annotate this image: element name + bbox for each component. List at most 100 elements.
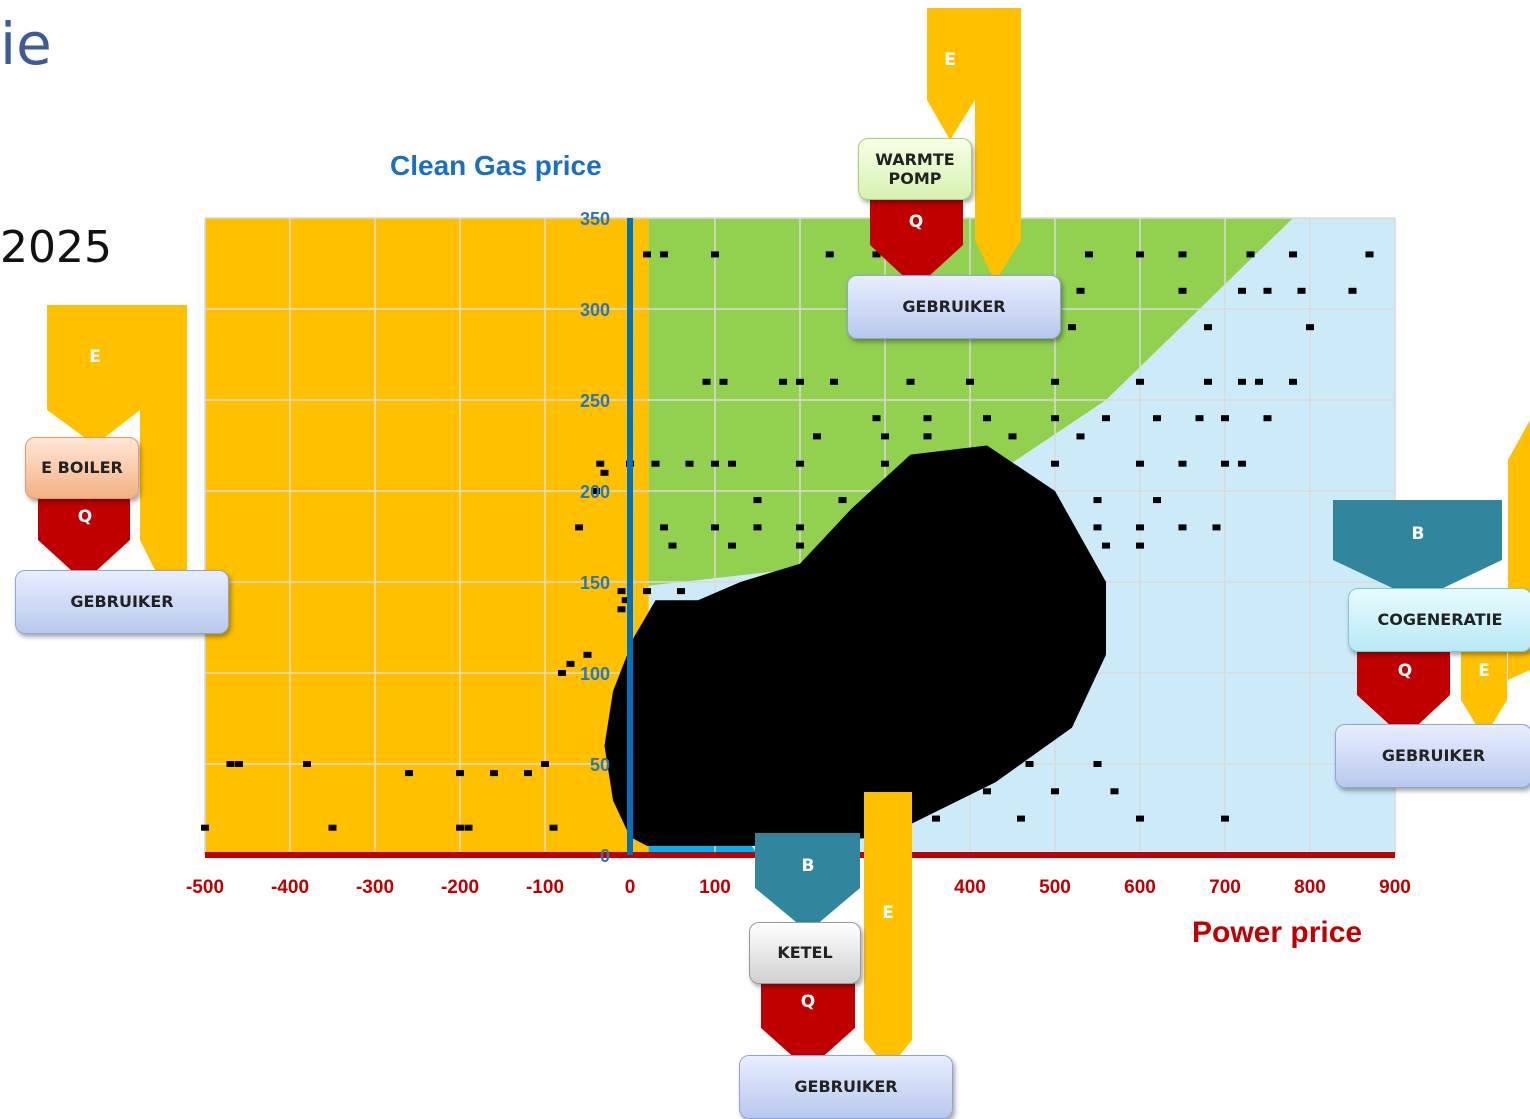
data-point bbox=[753, 733, 762, 740]
data-point bbox=[634, 651, 643, 658]
data-point bbox=[235, 761, 243, 767]
data-point bbox=[753, 624, 762, 631]
data-point bbox=[617, 606, 626, 613]
data-point bbox=[983, 761, 991, 767]
data-point bbox=[524, 770, 532, 777]
data-point bbox=[226, 761, 235, 767]
data-point bbox=[583, 651, 592, 658]
data-point bbox=[923, 733, 932, 740]
data-point bbox=[660, 788, 668, 795]
data-point bbox=[728, 542, 736, 549]
data-point bbox=[1085, 251, 1093, 258]
data-point bbox=[711, 679, 719, 686]
data-point bbox=[813, 761, 821, 767]
data-point bbox=[932, 815, 940, 822]
data-point bbox=[1102, 415, 1110, 422]
data-point bbox=[779, 679, 787, 686]
data-point bbox=[872, 251, 881, 258]
data-point bbox=[1178, 460, 1187, 467]
data-point bbox=[1212, 524, 1221, 531]
data-point bbox=[1093, 497, 1102, 504]
slide-year-fragment: 2025 bbox=[0, 222, 112, 273]
data-point bbox=[702, 815, 711, 822]
ketel-b-arrow bbox=[755, 833, 860, 932]
eboiler-user: GEBRUIKER bbox=[15, 570, 229, 634]
data-point bbox=[847, 788, 855, 795]
eboiler-e-arrow bbox=[47, 305, 187, 580]
x-tick-label: 100 bbox=[699, 877, 731, 898]
data-point bbox=[1051, 788, 1059, 795]
data-point bbox=[906, 378, 915, 385]
data-point bbox=[881, 761, 889, 767]
warmtepomp-unit: WARMTE POMP bbox=[858, 138, 972, 200]
slide-title-fragment: ie bbox=[0, 10, 52, 78]
cogeneratie-e-arrow bbox=[1461, 650, 1507, 738]
data-point bbox=[1093, 761, 1102, 767]
data-point bbox=[796, 378, 804, 385]
data-point bbox=[1093, 524, 1102, 531]
data-point bbox=[1348, 287, 1357, 294]
data-point bbox=[779, 378, 787, 385]
data-point bbox=[643, 761, 651, 767]
x-tick-label: -200 bbox=[441, 877, 479, 898]
data-point bbox=[745, 761, 753, 767]
data-point bbox=[1093, 588, 1102, 595]
data-point bbox=[1110, 788, 1119, 795]
warmtepomp-unit-line2: POMP bbox=[888, 169, 942, 188]
data-point bbox=[634, 733, 643, 740]
ketel-input-label: B bbox=[801, 856, 815, 876]
cogeneratie-unit: COGENERATIE bbox=[1348, 588, 1530, 652]
data-point bbox=[677, 651, 685, 658]
ketel-user: GEBRUIKER bbox=[739, 1055, 953, 1119]
data-point bbox=[1221, 415, 1229, 422]
data-point bbox=[1051, 624, 1059, 631]
y-tick-label: 150 bbox=[580, 573, 610, 593]
data-point bbox=[1238, 287, 1246, 294]
y-tick-label: 100 bbox=[580, 664, 610, 684]
data-point bbox=[1068, 588, 1076, 595]
ketel-output-label: Q bbox=[800, 992, 816, 1012]
data-point bbox=[923, 415, 932, 422]
data-point bbox=[1365, 251, 1374, 258]
y-tick-label: 0 bbox=[600, 846, 610, 866]
data-point bbox=[1136, 460, 1144, 467]
data-point bbox=[796, 460, 804, 467]
data-point bbox=[592, 488, 600, 494]
data-point bbox=[1238, 460, 1246, 467]
data-point bbox=[1076, 433, 1085, 440]
data-point bbox=[881, 706, 889, 713]
data-point bbox=[643, 588, 651, 595]
data-point bbox=[643, 837, 651, 844]
data-point bbox=[923, 524, 932, 531]
data-point bbox=[966, 542, 974, 549]
data-point bbox=[983, 788, 991, 795]
data-point bbox=[915, 679, 923, 686]
data-point bbox=[728, 460, 736, 467]
y-tick-label: 300 bbox=[580, 300, 610, 320]
data-point bbox=[838, 497, 847, 504]
y-tick-label: 350 bbox=[580, 209, 610, 229]
data-point bbox=[1178, 287, 1187, 294]
data-point bbox=[1051, 706, 1059, 713]
point-cloud bbox=[604, 445, 1106, 846]
warmtepomp-output-label: Q bbox=[908, 212, 924, 232]
y-axis-title: Clean Gas price bbox=[390, 150, 602, 181]
data-point bbox=[651, 460, 660, 467]
data-point bbox=[1221, 815, 1229, 822]
data-point bbox=[1153, 415, 1161, 422]
data-point bbox=[1306, 324, 1314, 331]
cogeneratie-e-label: E bbox=[1478, 661, 1490, 681]
data-point bbox=[405, 770, 413, 777]
data-point bbox=[1255, 378, 1263, 385]
data-point bbox=[1178, 251, 1187, 258]
data-point bbox=[1008, 433, 1017, 440]
data-point bbox=[966, 588, 974, 595]
data-point bbox=[303, 761, 311, 767]
data-point bbox=[668, 542, 677, 549]
data-point bbox=[1051, 460, 1059, 467]
data-point bbox=[1178, 524, 1187, 531]
data-point bbox=[881, 460, 889, 467]
data-point bbox=[694, 624, 702, 631]
data-point bbox=[541, 761, 549, 767]
data-point bbox=[711, 460, 719, 467]
